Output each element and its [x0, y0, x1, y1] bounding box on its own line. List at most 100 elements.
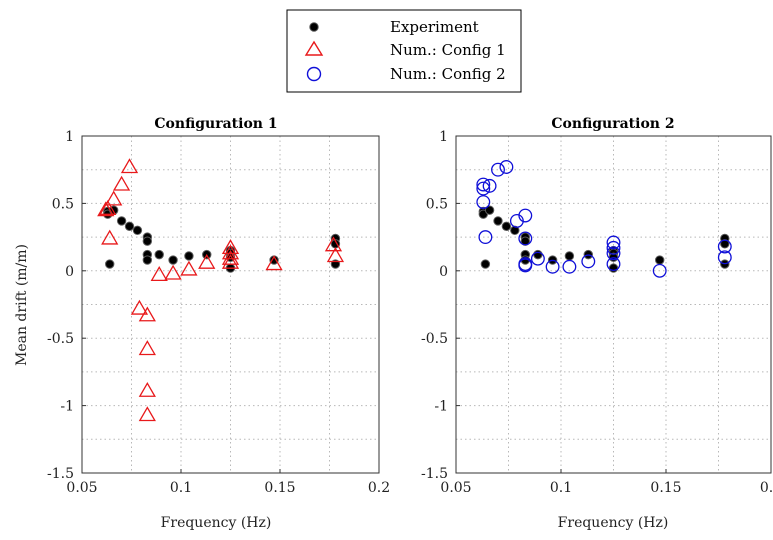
config2-point: [478, 230, 493, 245]
config1-point: [120, 158, 139, 174]
panel-configuration-1: 0.05 0.1 0.15 0.2 -1.5 -1 -0.5 0 0.5 1: [47, 129, 390, 496]
config1-point: [180, 260, 198, 276]
experiment-point: [533, 249, 543, 260]
experiment-point: [493, 216, 503, 226]
legend-entry-config2: Num.: Config 2: [306, 65, 506, 83]
config1-point: [138, 381, 156, 397]
experiment-point: [510, 225, 520, 236]
config1-point: [221, 244, 240, 260]
experiment-point: [142, 255, 153, 265]
y-tick-label: 0.5: [426, 196, 448, 212]
experiment-point: [608, 263, 619, 273]
config1-point: [164, 264, 182, 280]
experiment-point: [168, 255, 178, 265]
y-tick-label: 0.5: [52, 196, 74, 212]
x-tick-label: 0.1: [170, 480, 192, 496]
legend-box: [286, 9, 522, 93]
config1-point: [198, 253, 216, 269]
config1-point: [112, 175, 131, 191]
config2-point: [606, 257, 621, 272]
experiment-point: [116, 216, 127, 226]
legend-label-experiment: Experiment: [390, 18, 479, 36]
panel-1-title: Configuration 1: [154, 116, 277, 132]
panel-configuration-2: 0.05 0.1 0.15 0.2 -1.5 -1 -0.5 0 0.5 1: [421, 129, 773, 496]
experiment-point: [564, 251, 575, 261]
config2-point: [476, 177, 491, 192]
config1-point: [221, 239, 240, 255]
config1-point: [138, 406, 156, 422]
x-axis-label-panel-1: Frequency (Hz): [161, 515, 272, 531]
config1-point: [326, 247, 345, 263]
config1-point: [265, 255, 283, 271]
config1-point: [105, 190, 123, 206]
x-tick-label: 0.05: [66, 480, 97, 496]
legend: Experiment Num.: Config 1 Num.: Config 2: [286, 9, 522, 93]
config2-point: [476, 195, 491, 210]
config2-point: [530, 251, 545, 266]
config2-point: [606, 246, 621, 261]
y-tick-label: -1: [434, 399, 448, 415]
config2-point: [606, 235, 621, 250]
config1-point: [150, 266, 168, 281]
config2-point: [652, 263, 667, 278]
x-tick-label: 0.1: [550, 480, 572, 496]
experiment-point: [105, 259, 115, 269]
config2-point: [717, 250, 732, 265]
y-tick-label: 0: [439, 264, 448, 280]
legend-marker-config1: [304, 40, 324, 56]
x-tick-label: 0.15: [264, 480, 295, 496]
y-tick-label: -1.5: [421, 466, 448, 482]
y-tick-label: 0: [65, 264, 74, 280]
config2-point: [491, 162, 505, 177]
config1-point: [101, 229, 119, 245]
experiment-point: [154, 249, 164, 260]
legend-entry-experiment: Experiment: [309, 18, 479, 36]
x-tick-label: 0.05: [440, 480, 471, 496]
config2-point: [606, 240, 621, 255]
plot-frame: [81, 135, 380, 474]
x-tick-label: 0.2: [368, 480, 390, 496]
config1-point: [97, 201, 115, 217]
config2-point: [545, 259, 560, 274]
config1-point: [130, 299, 149, 315]
x-tick-label: 0.2: [760, 480, 773, 496]
config1-point: [99, 199, 117, 215]
experiment-point: [184, 251, 194, 261]
y-tick-label: -1.5: [47, 466, 74, 482]
config2-point: [482, 178, 497, 193]
legend-entry-config1: Num.: Config 1: [304, 40, 506, 59]
experiment-point: [132, 225, 143, 236]
experiment-point: [124, 221, 135, 232]
y-tick-label: 1: [65, 129, 74, 145]
legend-label-config1: Num.: Config 1: [390, 41, 506, 59]
config1-point: [138, 340, 156, 356]
config2-point: [518, 208, 533, 223]
y-tick-label: -1: [60, 399, 74, 415]
y-axis-label: Mean drift (m/m): [14, 244, 30, 366]
legend-marker-experiment: [309, 22, 319, 32]
plot-frame: [455, 135, 772, 474]
config1-point: [138, 306, 156, 322]
config2-point: [518, 231, 533, 246]
config2-point: [581, 254, 596, 269]
config2-point: [518, 258, 533, 273]
config1-point: [221, 253, 240, 269]
config1-point: [221, 249, 240, 265]
y-tick-label: 1: [439, 129, 448, 145]
y-tick-label: -0.5: [421, 331, 448, 347]
config2-point: [476, 181, 491, 196]
panel-2-title: Configuration 2: [551, 116, 674, 132]
experiment-point: [480, 259, 491, 269]
experiment-point: [142, 236, 153, 246]
x-tick-label: 0.15: [650, 480, 681, 496]
config2-point: [717, 239, 732, 254]
x-axis-label-panel-2: Frequency (Hz): [558, 515, 669, 531]
legend-marker-config2: [306, 66, 322, 82]
y-tick-label: -0.5: [47, 331, 74, 347]
config2-point: [562, 259, 577, 274]
legend-label-config2: Num.: Config 2: [390, 65, 506, 83]
config2-point: [499, 160, 514, 174]
experiment-point: [501, 221, 512, 232]
experiment-point: [655, 255, 665, 265]
